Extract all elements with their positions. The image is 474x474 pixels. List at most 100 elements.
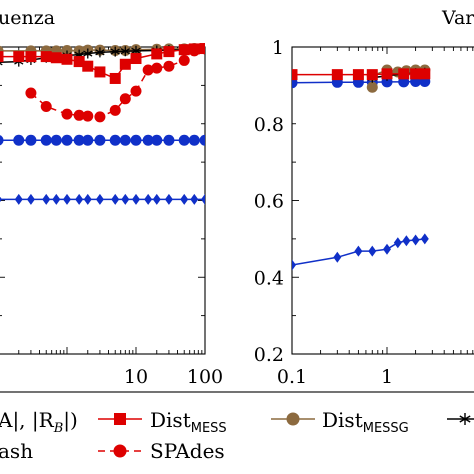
series-blue_diamond	[0, 193, 205, 205]
right-panel: Var 0.1 1 0.20.40.60.81	[254, 7, 474, 388]
data-point	[109, 134, 121, 146]
legend-entry-minhash-marker	[447, 413, 474, 425]
legend-minhash-label: ash	[0, 439, 33, 463]
data-point	[188, 43, 200, 55]
legend-dist-messg-sub: MESSG	[363, 421, 409, 436]
data-point	[130, 53, 142, 65]
data-point	[366, 81, 378, 93]
data-point	[164, 193, 173, 205]
legend: A|, |RB|) DistMESS DistMESSG ash SPAdes	[0, 391, 474, 463]
data-point	[130, 85, 142, 97]
left-panel-x-tick-labels: 10 100	[124, 366, 223, 388]
legend-entry-dist-messg: DistMESSG	[271, 408, 409, 436]
data-point	[26, 193, 35, 205]
data-point	[398, 68, 410, 80]
legend-spades-marker	[113, 444, 127, 458]
left-panel: uenza 10 100	[0, 7, 223, 388]
data-point	[163, 134, 175, 146]
right-panel-series	[292, 64, 431, 271]
data-point	[366, 69, 378, 81]
y-tick-label: 0.2	[254, 344, 284, 366]
x-tick-label: 1	[381, 366, 393, 388]
data-point	[14, 193, 23, 205]
legend-rarb-part-a: A|, |R	[0, 408, 55, 433]
data-point	[331, 69, 343, 81]
data-point	[142, 134, 154, 146]
data-point	[110, 46, 120, 57]
y-tick-label: 0.6	[254, 191, 284, 213]
data-point	[50, 52, 62, 64]
series-blue_diamond	[292, 233, 429, 271]
x-tick-label: 100	[187, 366, 223, 388]
data-point	[75, 193, 84, 205]
data-point	[119, 93, 131, 105]
legend-spades-label: SPAdes	[150, 439, 225, 463]
data-point	[109, 72, 121, 84]
data-point	[333, 251, 342, 263]
svg-text:DistMESSG: DistMESSG	[322, 408, 409, 436]
data-point	[292, 69, 298, 81]
data-point	[40, 134, 52, 146]
data-point	[82, 60, 94, 72]
data-point	[0, 135, 4, 146]
legend-frame	[0, 391, 474, 393]
data-point	[188, 134, 200, 146]
data-point	[152, 193, 161, 205]
data-point	[383, 243, 391, 255]
legend-dist-messg-marker	[286, 412, 300, 426]
data-point	[83, 193, 92, 205]
data-point	[42, 193, 51, 205]
data-point	[73, 134, 85, 146]
data-point	[201, 193, 205, 205]
data-point	[381, 68, 393, 80]
right-panel-title: Var	[441, 7, 474, 29]
data-point	[151, 62, 163, 74]
data-point	[151, 134, 163, 146]
data-point	[95, 193, 104, 205]
data-point	[144, 193, 153, 205]
data-point	[0, 196, 2, 203]
data-point	[393, 237, 402, 249]
data-point	[119, 134, 131, 146]
data-point	[120, 46, 130, 57]
legend-entry-spades: SPAdes	[98, 439, 225, 463]
data-point	[61, 134, 73, 146]
data-point	[94, 66, 106, 78]
data-point	[180, 193, 189, 205]
legend-entry-dist-mess: DistMESS	[98, 408, 227, 436]
data-point	[94, 134, 106, 146]
y-tick-label: 1	[272, 37, 284, 59]
data-point	[178, 44, 190, 56]
y-tick-label: 0.4	[254, 267, 284, 289]
data-point	[73, 56, 85, 68]
legend-dist-mess-marker	[114, 413, 126, 425]
data-point	[130, 134, 142, 146]
legend-rarb-sub: B	[53, 421, 64, 436]
data-point	[13, 134, 25, 146]
series-spades	[25, 43, 205, 123]
data-point	[132, 193, 140, 205]
data-point	[63, 193, 71, 205]
data-point	[52, 193, 61, 205]
data-point	[25, 51, 37, 63]
data-point	[119, 58, 131, 70]
svg-text:A|, |RB|): A|, |RB|)	[0, 408, 78, 436]
left-panel-series	[0, 43, 205, 205]
data-point	[82, 134, 94, 146]
data-point	[40, 100, 52, 112]
x-tick-label: 10	[124, 366, 148, 388]
data-point	[40, 51, 52, 63]
series-blue_circle	[0, 134, 205, 146]
right-panel-ticks	[291, 46, 474, 355]
data-point	[411, 234, 420, 246]
series-dist_mess	[292, 68, 431, 81]
data-point	[199, 43, 205, 55]
legend-dist-mess-label: Dist	[150, 408, 191, 432]
x-tick-label: 0.1	[277, 366, 307, 388]
data-point	[73, 109, 85, 121]
left-panel-title: uenza	[0, 7, 55, 29]
data-point	[178, 134, 190, 146]
data-point	[420, 233, 429, 245]
legend-minhash-marker	[459, 413, 471, 425]
svg-text:DistMESS: DistMESS	[150, 408, 227, 436]
